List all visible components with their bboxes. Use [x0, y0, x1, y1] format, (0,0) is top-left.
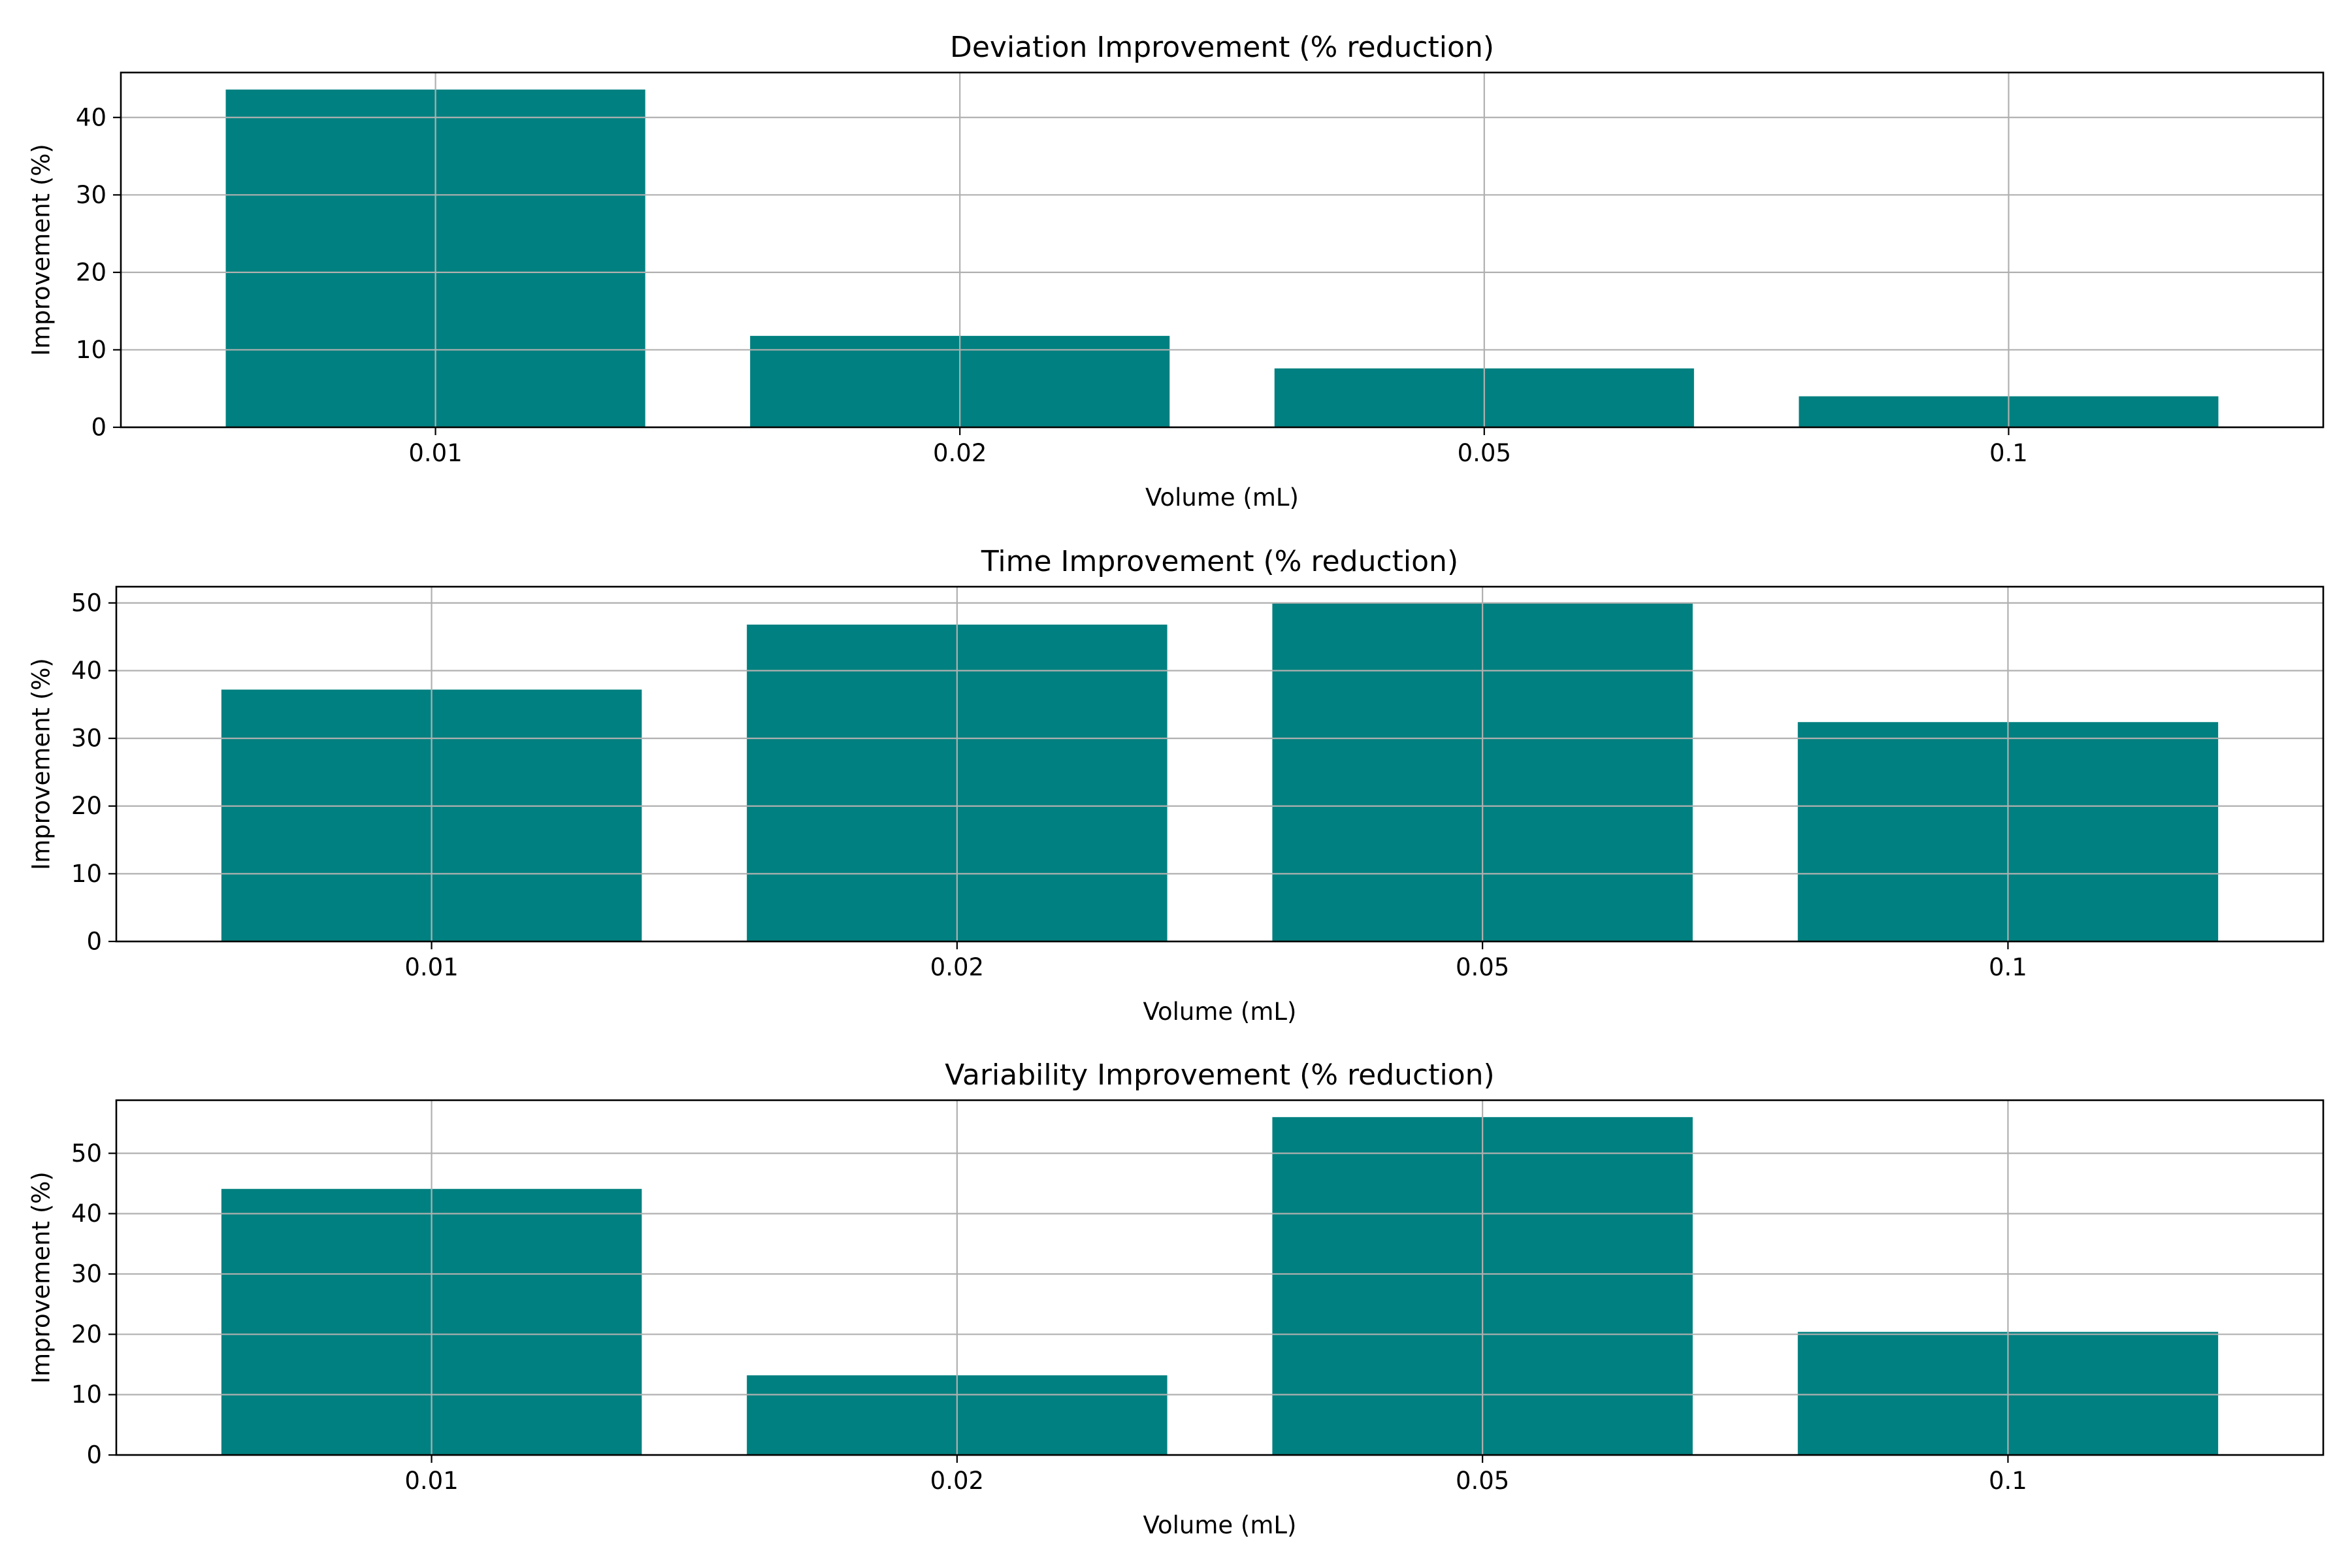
subplot-3: 0 10 20 30 40 50 0.01 0.02 0.05 0.1 Variability Im… [27, 1058, 2325, 1539]
y-tick-label: 10 [71, 860, 102, 888]
y-tick-label: 40 [71, 657, 102, 685]
subplot-1: 0 10 20 30 40 0.01 0.02 0.05 0.1 Deviation Improv… [27, 31, 2325, 512]
y-tick-label: 30 [71, 1260, 102, 1288]
x-tick-label: 0.02 [933, 439, 987, 467]
x-tick-label: 0.05 [1456, 953, 1509, 981]
y-tick-label: 50 [71, 589, 102, 617]
y-tick-label: 30 [71, 725, 102, 753]
y-tick-label: 50 [71, 1139, 102, 1168]
y-tick-label: 0 [91, 414, 106, 442]
x-axis-label: Volume (mL) [1143, 1511, 1297, 1539]
subplot-2: 0 10 20 30 40 50 0.01 0.02 0.05 0.1 Time Improveme… [27, 545, 2325, 1026]
x-tick-label: 0.01 [404, 953, 458, 981]
chart-title: Time Improvement (% reduction) [981, 545, 1458, 578]
axes-frame [115, 585, 2325, 943]
y-tick-label: 20 [76, 258, 106, 286]
x-tick-label: 0.1 [1989, 953, 2027, 981]
y-tick-label: 40 [71, 1200, 102, 1228]
y-tick-label: 20 [71, 792, 102, 820]
x-tick-label: 0.1 [1989, 439, 2028, 467]
x-tick-label: 0.1 [1989, 1467, 2027, 1495]
y-tick-label: 10 [71, 1380, 102, 1409]
y-tick-label: 10 [76, 336, 106, 364]
x-axis-label: Volume (mL) [1145, 483, 1299, 512]
y-tick-label: 20 [71, 1320, 102, 1348]
chart-title: Variability Improvement (% reduction) [945, 1058, 1494, 1092]
y-tick-label: 0 [86, 928, 102, 956]
axes-frame [120, 71, 2325, 429]
y-axis-label: Improvement (%) [27, 144, 56, 356]
x-tick-label: 0.01 [408, 439, 462, 467]
y-tick-label: 40 [76, 103, 106, 131]
x-tick-label: 0.05 [1456, 1467, 1509, 1495]
y-tick-label: 0 [86, 1441, 102, 1469]
x-tick-label: 0.05 [1458, 439, 1511, 467]
axes-frame [115, 1099, 2325, 1456]
x-axis-label: Volume (mL) [1143, 998, 1297, 1026]
y-axis-label: Improvement (%) [27, 658, 56, 870]
y-axis-label: Improvement (%) [27, 1171, 56, 1384]
x-tick-label: 0.01 [404, 1467, 458, 1495]
chart-title: Deviation Improvement (% reduction) [950, 31, 1494, 64]
x-tick-label: 0.02 [930, 953, 984, 981]
x-tick-label: 0.02 [930, 1467, 984, 1495]
y-tick-label: 30 [76, 181, 106, 209]
